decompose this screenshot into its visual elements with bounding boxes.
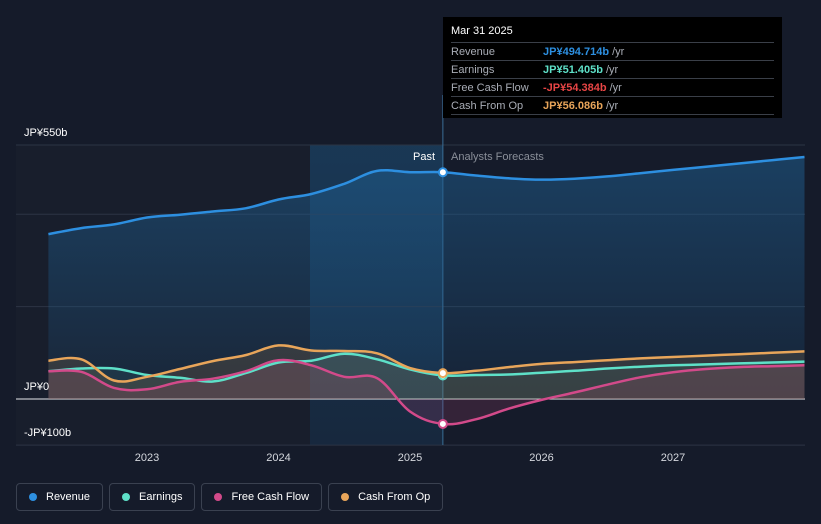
tooltip-label: Revenue xyxy=(451,45,496,58)
legend-item-revenue[interactable]: Revenue xyxy=(16,483,104,511)
earnings-dot-icon xyxy=(122,493,131,501)
y-zero-label: JP¥0 xyxy=(24,381,49,393)
legend-item-earnings[interactable]: Earnings xyxy=(109,483,196,511)
tooltip-row-free-cash-flow: Free Cash Flow -JP¥54.384b /yr xyxy=(451,78,774,96)
revenue-line xyxy=(48,155,805,236)
revenue-dot-icon xyxy=(29,493,37,501)
tooltip-value: JP¥494.714b xyxy=(543,45,610,58)
legend-label: Cash From Op xyxy=(358,491,431,503)
x-tick-label: 2025 xyxy=(398,452,422,464)
y-bottom-label: -JP¥100b xyxy=(24,427,71,439)
earnings-area xyxy=(48,353,805,399)
earnings-line xyxy=(48,352,805,383)
revenue-marker xyxy=(437,167,448,178)
free-cash-flow-line xyxy=(48,358,805,426)
legend-item-cash-from-op[interactable]: Cash From Op xyxy=(328,483,444,511)
cash-from-op-line xyxy=(48,344,805,383)
past-label: Past xyxy=(413,151,435,163)
cash-from-op-dot-icon xyxy=(341,493,350,501)
revenue-area xyxy=(48,157,805,399)
tooltip-value: JP¥56.086b xyxy=(543,99,603,112)
chart-legend: Revenue Earnings Free Cash Flow Cash Fro… xyxy=(16,483,444,511)
tooltip-label: Cash From Op xyxy=(451,99,524,112)
legend-item-free-cash-flow[interactable]: Free Cash Flow xyxy=(201,483,323,511)
free-cash-flow-dot-icon xyxy=(214,493,223,501)
tooltip-value: JP¥51.405b xyxy=(543,63,603,76)
legend-label: Earnings xyxy=(139,491,183,503)
legend-label: Revenue xyxy=(46,491,91,503)
tooltip-unit: /yr xyxy=(605,99,619,112)
tooltip-unit: /yr xyxy=(609,81,622,94)
tooltip-row-revenue: Revenue JP¥494.714b /yr xyxy=(451,42,774,60)
x-tick-label: 2024 xyxy=(266,452,290,464)
legend-label: Free Cash Flow xyxy=(231,491,310,503)
forecast-label: Analysts Forecasts xyxy=(451,151,544,163)
tooltip-label: Free Cash Flow xyxy=(451,81,529,94)
tooltip-row-cash-from-op: Cash From Op JP¥56.086b /yr xyxy=(451,96,774,115)
tooltip-label: Earnings xyxy=(451,63,495,76)
tooltip-unit: /yr xyxy=(605,63,619,76)
tooltip-unit: /yr xyxy=(612,45,625,58)
x-tick-label: 2027 xyxy=(661,452,685,464)
free-cash-flow-marker xyxy=(437,418,448,429)
tooltip-row-earnings: Earnings JP¥51.405b /yr xyxy=(451,60,774,78)
x-tick-label: 2023 xyxy=(135,452,159,464)
tooltip-value: -JP¥54.384b xyxy=(543,81,607,94)
cash-from-op-marker xyxy=(437,368,448,379)
tooltip-date: Mar 31 2025 xyxy=(451,25,513,37)
data-tooltip: Mar 31 2025 Revenue JP¥494.714b /yr Earn… xyxy=(443,17,782,118)
y-top-label: JP¥550b xyxy=(24,127,67,139)
x-tick-label: 2026 xyxy=(529,452,553,464)
